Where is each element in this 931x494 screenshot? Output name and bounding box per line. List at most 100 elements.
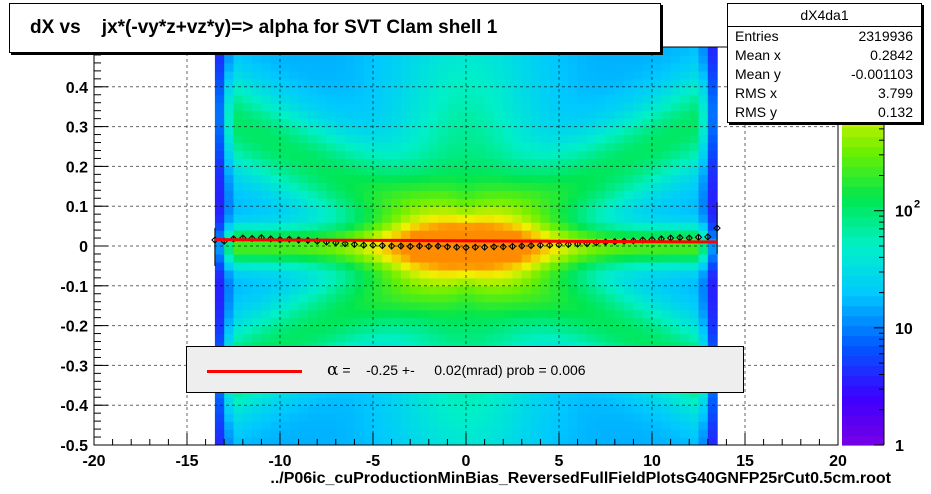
heatmap-cell xyxy=(679,222,690,231)
heatmap-cell xyxy=(540,253,551,263)
heatmap-cell xyxy=(605,285,616,295)
heatmap-cell xyxy=(373,198,383,207)
heatmap-cell xyxy=(354,301,365,311)
heatmap-cell xyxy=(605,198,616,207)
heatmap-cell xyxy=(503,174,514,183)
heatmap-cell xyxy=(373,253,383,263)
heatmap-cell xyxy=(707,86,718,96)
heatmap-cell xyxy=(586,110,597,120)
heatmap-cell xyxy=(586,253,597,263)
heatmap-cell xyxy=(289,110,300,120)
color-bar-segment xyxy=(842,345,884,357)
heatmap-cell xyxy=(400,269,411,279)
heatmap-cell xyxy=(345,325,355,335)
heatmap-cell xyxy=(512,182,523,191)
heatmap-cell xyxy=(326,293,337,303)
heatmap-cell xyxy=(233,206,244,215)
heatmap-cell xyxy=(679,174,690,183)
heatmap-cell xyxy=(624,309,634,319)
heatmap-cell xyxy=(410,437,421,445)
heatmap-cell xyxy=(484,62,495,72)
heatmap-cell xyxy=(400,246,411,255)
heatmap-cell xyxy=(707,253,718,263)
heatmap-cell xyxy=(484,54,495,64)
heatmap-cell xyxy=(475,230,486,239)
heatmap-cell xyxy=(382,325,393,335)
color-bar-segment xyxy=(842,196,884,207)
heatmap-cell xyxy=(298,182,309,191)
heatmap-cell xyxy=(466,222,476,231)
heatmap-cell xyxy=(568,222,579,231)
heatmap-cell xyxy=(503,78,514,88)
heatmap-cell xyxy=(242,118,253,128)
heatmap-cell xyxy=(242,277,253,287)
heatmap-cell xyxy=(326,190,337,199)
heatmap-cell xyxy=(289,126,300,136)
profile-point xyxy=(415,242,424,250)
heatmap-cell xyxy=(280,182,290,191)
heatmap-cell xyxy=(484,269,495,279)
heatmap-cell xyxy=(466,198,476,207)
heatmap-cell xyxy=(298,238,309,247)
heatmap-cell xyxy=(531,94,541,104)
heatmap-cell xyxy=(493,341,504,351)
heatmap-cell xyxy=(252,413,262,422)
heatmap-cell xyxy=(400,341,411,351)
heatmap-cell xyxy=(233,126,244,136)
heatmap-cell xyxy=(503,214,514,223)
heatmap-cell xyxy=(661,150,672,160)
heatmap-cell xyxy=(354,413,365,422)
heatmap-cell xyxy=(345,309,355,319)
heatmap-cell xyxy=(447,86,458,96)
heatmap-cell xyxy=(242,86,253,96)
profile-point xyxy=(434,242,442,250)
heatmap-cell xyxy=(577,261,588,271)
stats-row-rms-y: RMS y 0.132 xyxy=(728,103,921,122)
heatmap-cell xyxy=(642,126,653,136)
heatmap-cell xyxy=(549,206,560,215)
heatmap-cell xyxy=(456,405,467,414)
heatmap-cell xyxy=(577,206,588,215)
heatmap-cell xyxy=(280,94,290,104)
heatmap-cell xyxy=(214,158,225,167)
heatmap-cell xyxy=(596,261,607,271)
heatmap-cell xyxy=(354,246,365,255)
heatmap-cell xyxy=(280,437,290,445)
x-tick-label: 5 xyxy=(555,453,564,470)
profile-point xyxy=(266,235,275,243)
heatmap-cell xyxy=(326,94,337,104)
heatmap-cell xyxy=(400,102,411,112)
heatmap-cell xyxy=(233,301,244,311)
heatmap-cell xyxy=(345,206,355,215)
heatmap-cell xyxy=(456,246,467,255)
heatmap-cell xyxy=(549,317,560,327)
heatmap-cell xyxy=(679,413,690,422)
heatmap-cell xyxy=(661,54,672,64)
heatmap-cell xyxy=(568,333,579,343)
heatmap-cell xyxy=(512,293,523,303)
heatmap-cell xyxy=(689,429,700,438)
heatmap-cell xyxy=(605,134,616,144)
heatmap-cell xyxy=(475,293,486,303)
heatmap-cell xyxy=(568,78,579,88)
heatmap-cell xyxy=(670,86,681,96)
heatmap-cell xyxy=(577,70,588,80)
heatmap-cell xyxy=(633,166,644,175)
heatmap-cell xyxy=(456,206,467,215)
heatmap-cell xyxy=(586,389,597,398)
heatmap-cell xyxy=(586,142,597,152)
heatmap-cell xyxy=(214,134,225,144)
heatmap-cell xyxy=(335,230,346,239)
heatmap-cell xyxy=(317,134,328,144)
heatmap-cell xyxy=(689,110,700,120)
heatmap-cell xyxy=(661,102,672,112)
heatmap-cell xyxy=(373,94,383,104)
heatmap-cell xyxy=(652,86,662,96)
heatmap-cell xyxy=(363,317,374,327)
heatmap-cell xyxy=(521,269,532,279)
heatmap-cell xyxy=(447,54,458,64)
heatmap-cell xyxy=(270,158,281,167)
heatmap-cell xyxy=(307,253,318,263)
heatmap-cell xyxy=(354,198,365,207)
heatmap-cell xyxy=(689,333,700,343)
